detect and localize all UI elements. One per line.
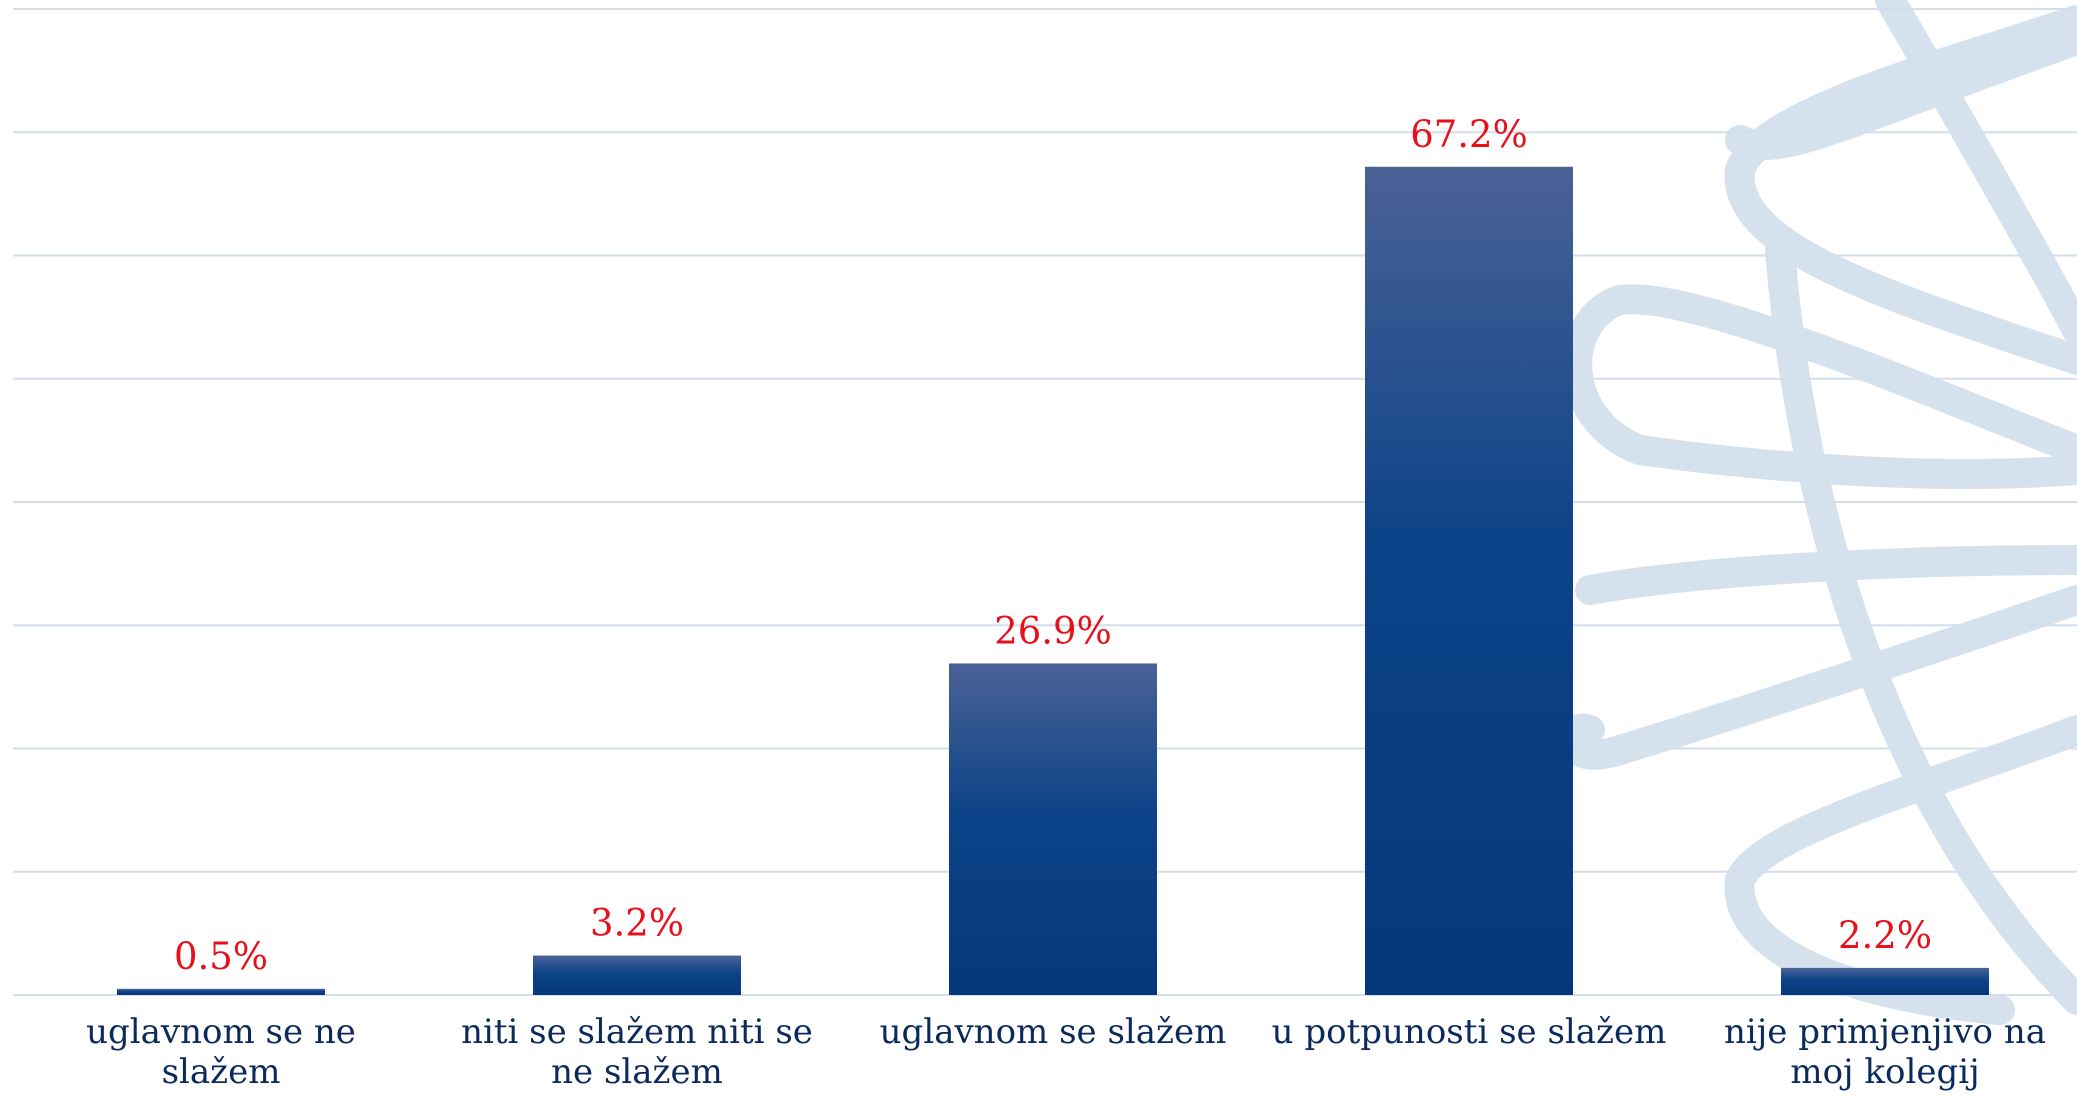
x-tick-label: uglavnom se ne slažem — [86, 1012, 356, 1092]
bar — [533, 955, 741, 995]
bar — [949, 663, 1157, 995]
logo-arc — [1562, 284, 2077, 489]
x-tick-label: nije primjenjivo na moj kolegij — [1724, 1012, 2046, 1092]
logo-arc — [1765, 235, 2077, 1015]
x-tick-label: u potpunosti se slažem — [1272, 1012, 1667, 1052]
bar — [1365, 166, 1573, 995]
value-label: 3.2% — [590, 902, 684, 945]
x-tick-label: niti se slažem niti se ne slažem — [461, 1012, 813, 1092]
background-logo — [1555, 0, 2077, 1025]
logo-arc — [1875, 0, 2077, 345]
value-label: 26.9% — [994, 609, 1112, 652]
bar — [1781, 967, 1989, 995]
bar — [117, 988, 325, 995]
logo-arc — [1575, 545, 2077, 605]
logo-arc — [1725, 25, 2077, 161]
logo-arc — [1724, 5, 2077, 375]
logo-arc — [1555, 585, 2077, 770]
value-label: 67.2% — [1410, 113, 1528, 156]
value-label: 2.2% — [1838, 914, 1932, 957]
x-tick-label: uglavnom se slažem — [880, 1012, 1227, 1052]
value-label: 0.5% — [174, 935, 268, 978]
